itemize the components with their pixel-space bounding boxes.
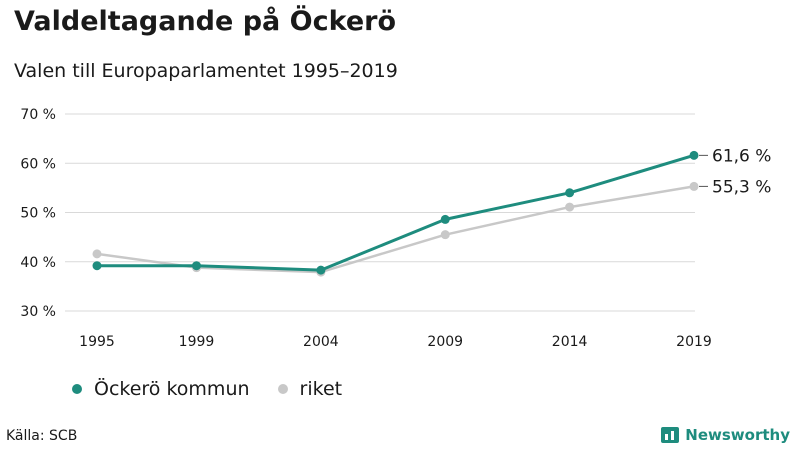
legend: Öckerö kommun riket [72,378,342,400]
x-tick-label: 1995 [79,334,115,350]
bar-chart-icon [661,427,680,443]
data-point [92,249,102,259]
end-value-label: 61,6 % [712,146,771,166]
legend-dot-ockero [72,384,82,394]
legend-dot-riket [277,384,288,394]
series-line [97,153,695,272]
legend-label-riket: riket [299,378,343,400]
y-tick-label: 30 % [20,304,56,320]
x-tick-label: 2004 [303,334,339,350]
chart-subtitle: Valen till Europaparlamentet 1995–2019 [14,60,398,82]
x-tick-label: 1999 [179,334,215,350]
data-point [565,202,575,212]
data-point [440,230,450,240]
end-value-label: 55,3 % [712,177,771,197]
chart-title: Valdeltagande på Öckerö [14,6,397,37]
brand-logo: Newsworthy [661,426,790,444]
data-point [440,214,450,224]
data-point [316,265,326,275]
data-point [92,261,102,271]
legend-label-ockero: Öckerö kommun [94,378,250,400]
x-tick-label: 2014 [552,334,588,350]
y-tick-label: 60 % [20,156,56,172]
y-tick-label: 50 % [20,206,56,222]
legend-item-riket: riket [277,378,343,400]
x-tick-label: 2009 [427,334,463,350]
data-point [192,261,201,271]
series-line [96,185,695,274]
y-tick-label: 40 % [20,255,56,271]
data-point [689,150,699,160]
brand-name: Newsworthy [685,426,790,444]
data-point [565,188,575,198]
x-tick-label: 2019 [676,334,712,350]
legend-item-ockero: Öckerö kommun [72,378,250,400]
y-tick-label: 70 % [20,107,56,123]
data-point [689,181,699,191]
source-note: Källa: SCB [6,428,78,444]
